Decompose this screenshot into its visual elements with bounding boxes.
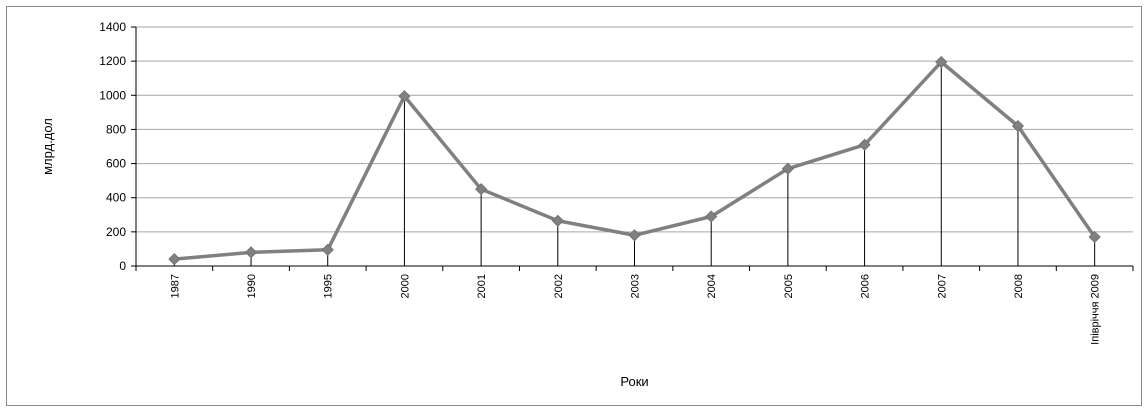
gridlines: [136, 26, 1133, 233]
x-tick-label: 2003: [630, 274, 642, 298]
data-point: [475, 183, 488, 196]
x-tick-label: 2001: [476, 274, 488, 298]
drop-lines: [173, 61, 1096, 266]
data-point: [1088, 230, 1101, 244]
data-point: [551, 214, 564, 227]
y-tick-label: 400: [106, 191, 126, 205]
x-tick-label: Iпівріччя 2009: [1090, 274, 1102, 345]
x-tick-label: 2005: [783, 274, 795, 298]
y-tick-label: 0: [119, 259, 126, 273]
y-tick-label: 200: [106, 225, 126, 239]
x-tick-label: 2008: [1013, 274, 1025, 298]
y-tick-label: 800: [106, 122, 126, 136]
x-tick-label: 1987: [169, 274, 181, 298]
y-axis-ticks: 0 200 400 600 800 1000 1200 1400: [99, 20, 136, 273]
y-axis-title: млрд.дол: [40, 118, 55, 175]
x-tick-label: 1995: [323, 274, 335, 298]
data-point: [244, 246, 258, 259]
data-point: [935, 55, 948, 69]
x-tick-label: 2004: [706, 274, 718, 298]
x-tick-label: 2000: [399, 274, 411, 298]
data-point: [858, 138, 871, 151]
y-tick-label: 1200: [99, 54, 126, 68]
data-point: [1011, 119, 1025, 133]
data-markers: [168, 55, 1101, 266]
data-point: [705, 210, 718, 223]
x-tick-label: 1990: [246, 274, 258, 298]
data-point: [398, 90, 411, 103]
data-point: [168, 253, 181, 266]
x-tick-label: 2007: [936, 274, 948, 298]
x-tick-label: 2006: [860, 274, 872, 298]
data-point: [321, 243, 334, 256]
data-point: [628, 229, 641, 242]
y-tick-label: 600: [106, 157, 126, 171]
y-tick-label: 1000: [99, 88, 126, 102]
x-axis-ticks: 1987 1990 1995 2000 2001 2002 2003 2004 2005 2006…: [135, 266, 1134, 345]
x-tick-label: 2002: [553, 274, 565, 298]
data-point: [781, 162, 794, 175]
x-axis-title: Роки: [620, 374, 648, 389]
y-tick-label: 1400: [99, 20, 126, 34]
